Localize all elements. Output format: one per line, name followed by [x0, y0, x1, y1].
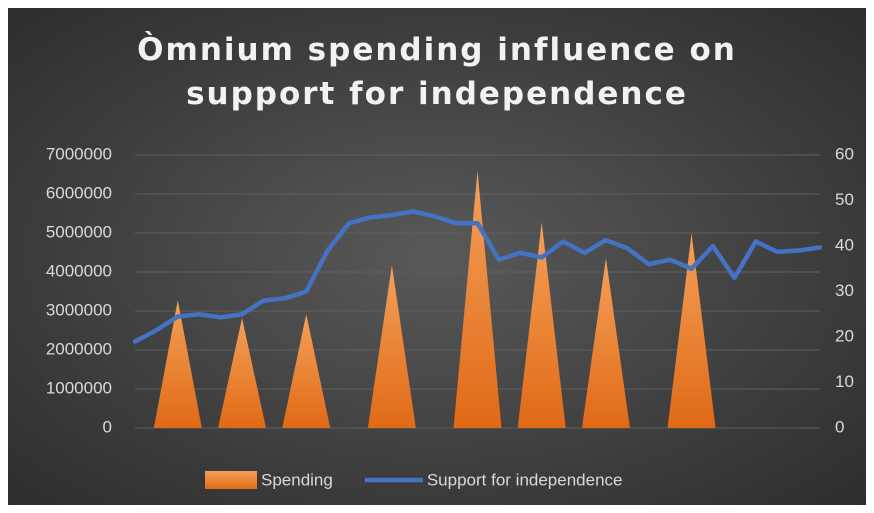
y-tick-label: 0 — [103, 417, 112, 436]
spending-triangle — [581, 257, 630, 428]
spending-triangle — [218, 318, 267, 428]
y-tick-label: 3000000 — [46, 300, 112, 319]
y2-tick-label: 30 — [835, 281, 854, 300]
y2-tick-label: 50 — [835, 190, 854, 209]
legend-label: Spending — [261, 470, 333, 489]
spending-triangle — [367, 264, 416, 428]
y2-tick-label: 60 — [835, 144, 854, 163]
y2-tick-label: 10 — [835, 372, 854, 391]
spending-triangle — [517, 222, 566, 428]
chart-title: Òmnium spending influence on support for… — [137, 32, 737, 112]
y-tick-label: 4000000 — [46, 261, 112, 280]
spending-triangle — [667, 233, 716, 428]
legend-label: Support for independence — [427, 470, 623, 489]
title-box: Òmnium spending influence on support for… — [8, 28, 866, 116]
y-tick-label: 1000000 — [46, 378, 112, 397]
chart-background — [8, 8, 866, 505]
y2-tick-label: 20 — [835, 326, 854, 345]
support-line — [132, 209, 823, 344]
spending-triangle — [153, 300, 202, 428]
y-tick-label: 5000000 — [46, 222, 112, 241]
y-tick-label: 6000000 — [46, 183, 112, 202]
spending-triangle — [453, 170, 502, 428]
spending-triangle — [282, 314, 331, 428]
legend-swatch — [205, 471, 257, 489]
y2-tick-label: 40 — [835, 235, 854, 254]
y-tick-label: 7000000 — [46, 144, 112, 163]
y2-tick-label: 0 — [835, 417, 844, 436]
y-tick-label: 2000000 — [46, 339, 112, 358]
